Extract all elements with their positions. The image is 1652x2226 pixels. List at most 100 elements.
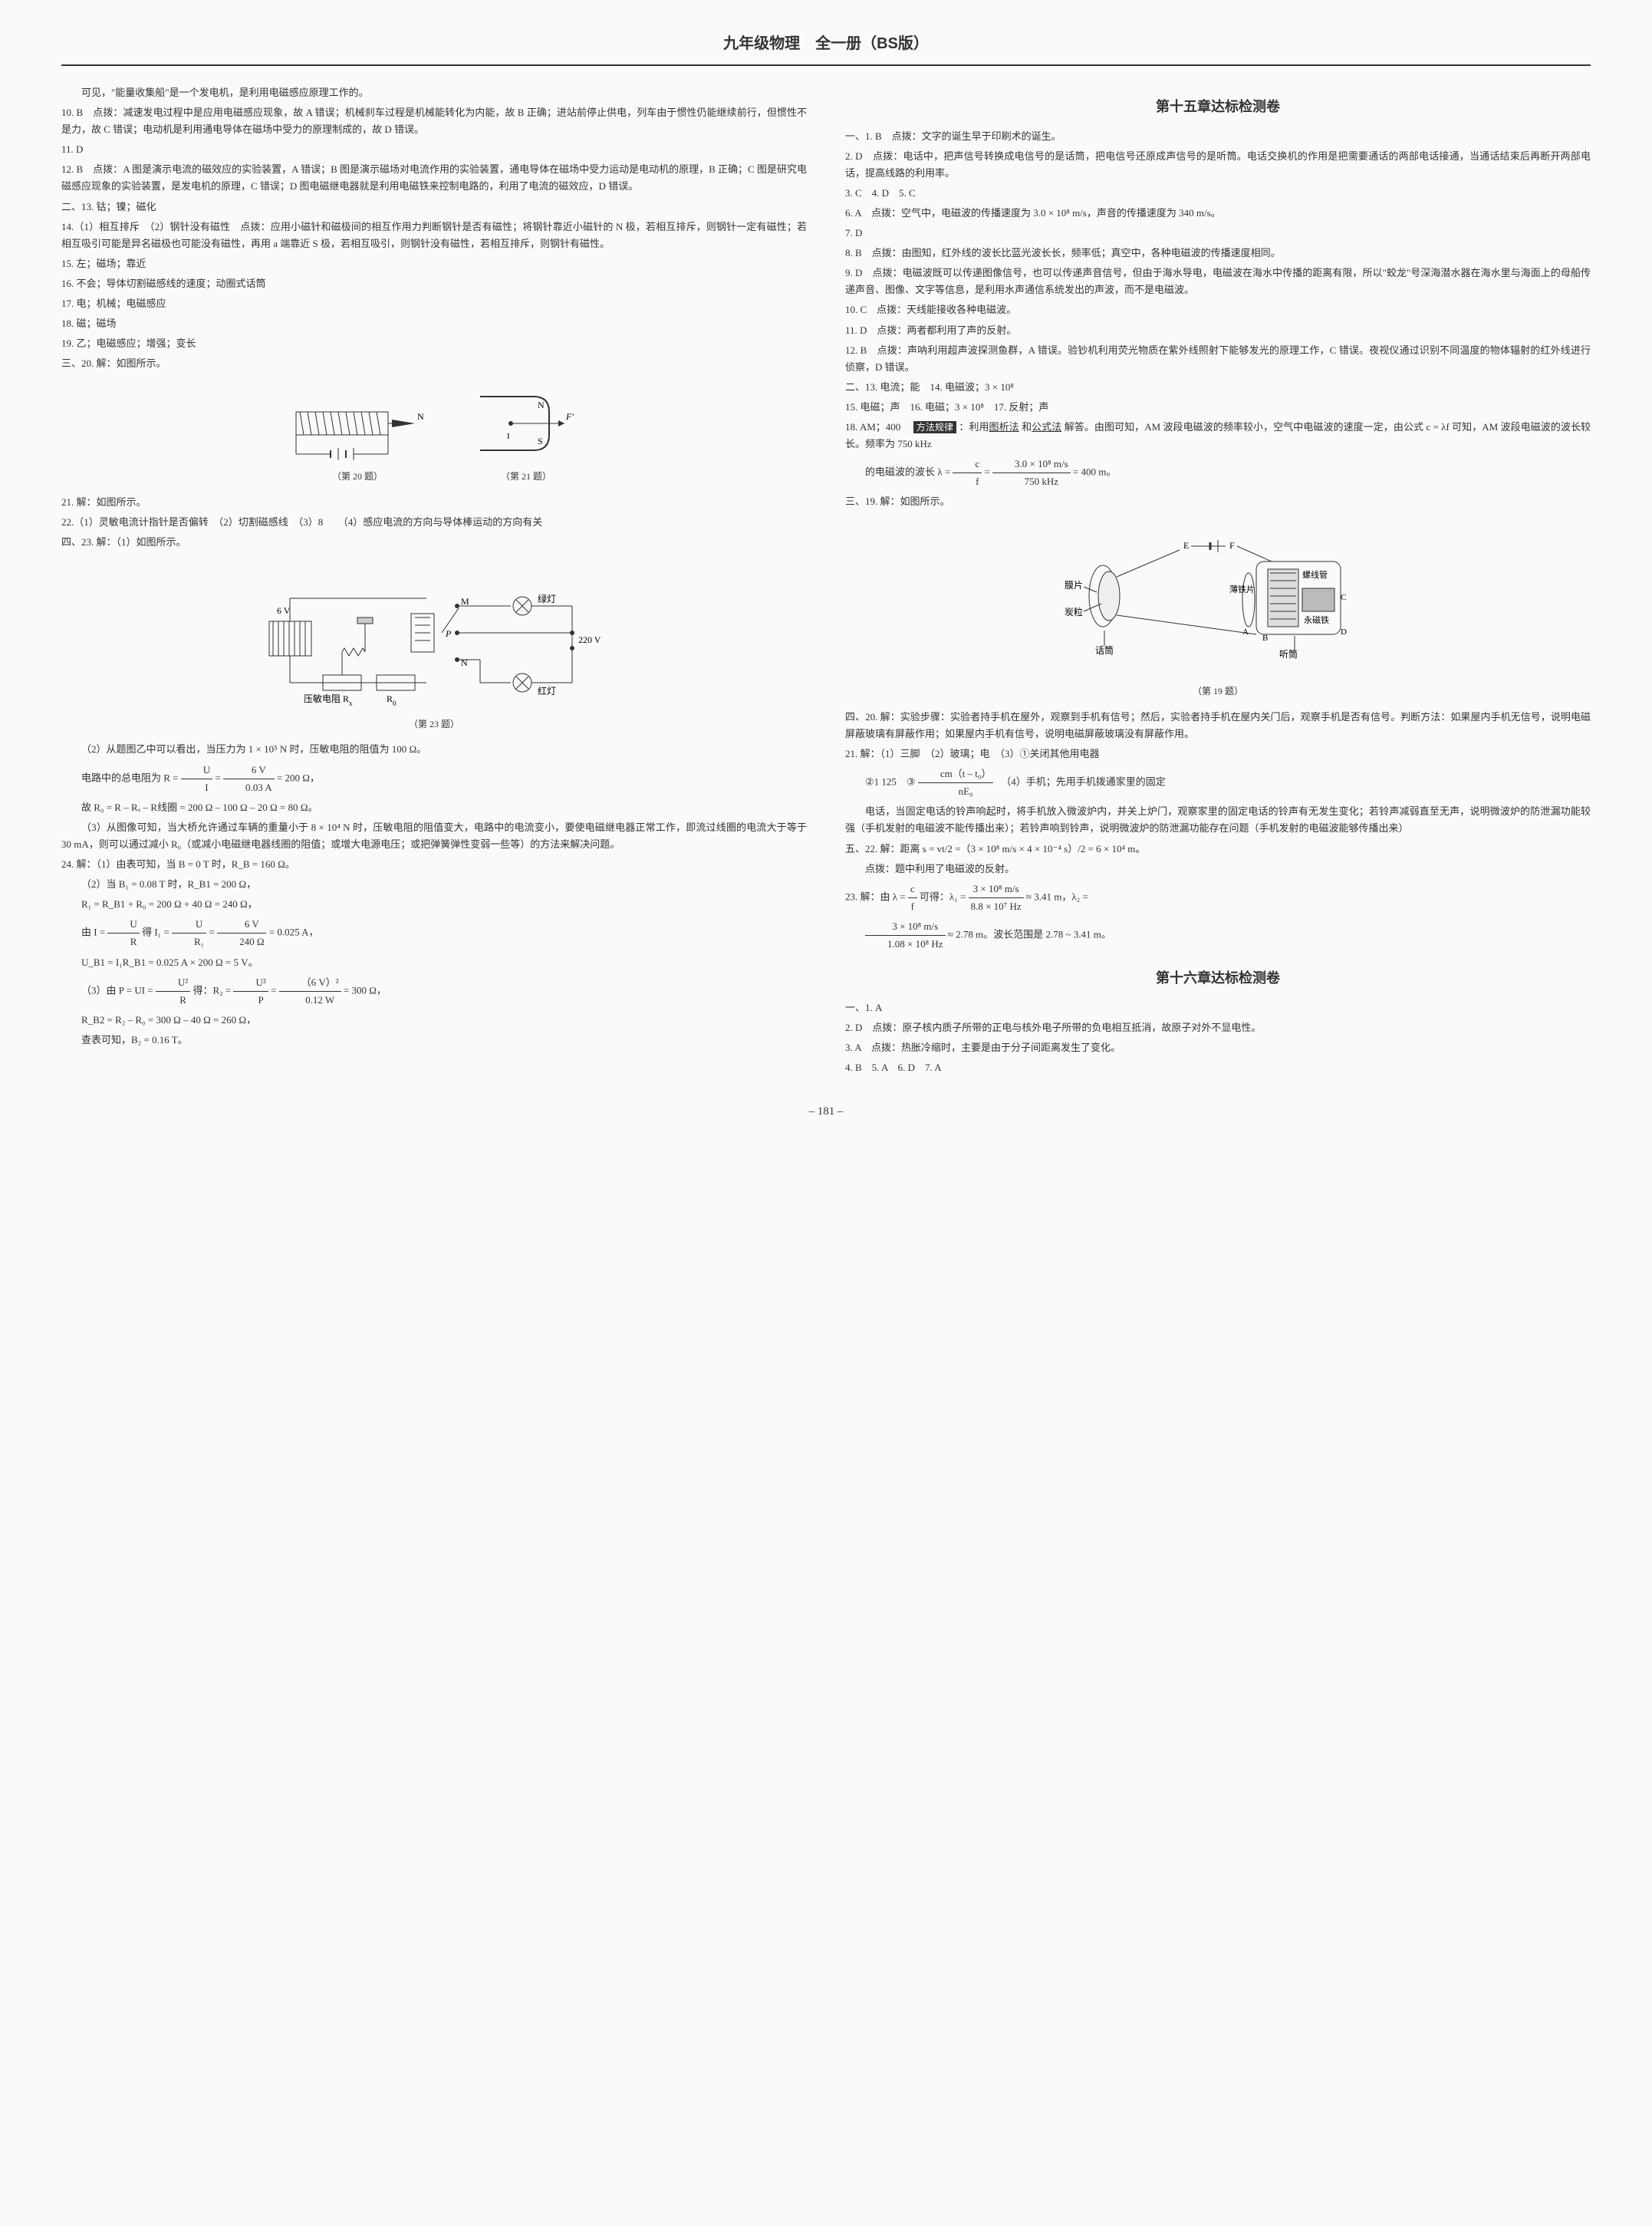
r-q15: 15. 电磁；声 16. 电磁；3 × 10⁸ 17. 反射；声 [845,399,1591,416]
r-q18: 18. AM；400 方法规律 ：利用图析法 和公式法 解答。由图可知，AM 波… [845,419,1591,453]
q15: 15. 左；磁场；靠近 [61,255,807,272]
svg-text:6 V: 6 V [277,605,291,616]
q14: 14.（1）相互排斥 （2）钢针没有磁性 点拨：应用小磁针和磁极间的相互作用力判… [61,219,807,252]
svg-text:F': F' [565,411,574,422]
q23d: 故 R₀ = R – Rₓ – R线圈 = 200 Ω – 100 Ω – 20… [61,799,807,816]
q10: 10. B 点拨：减速发电过程中是应用电磁感应现象，故 A 错误；机械刹车过程是… [61,104,807,138]
svg-text:I: I [507,432,510,441]
ch16-title: 第十六章达标检测卷 [845,966,1591,990]
q24b: （2）当 B₁ = 0.08 T 时，R_B1 = 200 Ω， [61,876,807,893]
q21: 21. 解：如图所示。 [61,494,807,511]
q20: 三、20. 解：如图所示。 [61,355,807,372]
content-columns: 可见，"能量收集船"是一个发电机，是利用电磁感应原理工作的。 10. B 点拨：… [61,81,1591,1079]
fig21-svg: N S I F' [465,381,587,466]
q13: 二、13. 钴；镍；磁化 [61,199,807,216]
svg-text:B: B [1262,634,1268,643]
q22: 22.（1）灵敏电流计指针是否偏转 （2）切割磁感线 （3）8 （4）感应电流的… [61,514,807,531]
svg-text:F: F [1229,540,1235,551]
method-tag: 方法规律 [913,421,956,433]
svg-text:炭粒: 炭粒 [1065,606,1083,617]
r-q10: 10. C 点拨：天线能接收各种电磁波。 [845,301,1591,318]
svg-text:E: E [1183,540,1189,551]
left-column: 可见，"能量收集船"是一个发电机，是利用电磁感应原理工作的。 10. B 点拨：… [61,81,807,1079]
svg-text:N: N [538,400,545,410]
q18: 18. 磁；磁场 [61,315,807,332]
r-q18e: 的电磁波的波长 λ = cf = 3.0 × 10⁸ m/s750 kHz = … [845,456,1591,490]
r-q23: 23. 解：由 λ = cf 可得：λ₁ = 3 × 10⁸ m/s8.8 × … [845,881,1591,915]
svg-text:D: D [1341,627,1347,637]
preface-text: 可见，"能量收集船"是一个发电机，是利用电磁感应原理工作的。 [61,84,807,101]
r-q21c: 电话，当固定电话的铃声响起时，将手机放入微波炉内，并关上炉门，观察家里的固定电话… [845,803,1591,837]
svg-text:膜片: 膜片 [1065,580,1083,591]
svg-text:M: M [461,596,469,607]
svg-text:永磁铁: 永磁铁 [1304,614,1329,625]
q19: 19. 乙；电磁感应；增强；变长 [61,335,807,352]
q24d: 由 I = UR 得 I₁ = UR₁ = 6 V240 Ω = 0.025 A… [61,916,807,950]
page-number: – 181 – [61,1102,1591,1122]
svg-text:听筒: 听筒 [1279,648,1298,660]
svg-text:薄铁片: 薄铁片 [1229,584,1255,594]
q23a: 四、23. 解：（1）如图所示。 [61,534,807,551]
fig21-caption: （第 21 题） [465,469,587,484]
page-header: 九年级物理 全一册（BS版） [61,31,1591,66]
svg-text:P: P [445,628,452,639]
q11: 11. D [61,141,807,158]
r-q23b: 3 × 10⁸ m/s1.08 × 10⁸ Hz ≈ 2.78 m。波长范围是 … [845,918,1591,953]
c16-q2: 2. D 点拨：原子核内质子所带的正电与核外电子所带的负电相互抵消，故原子对外不… [845,1019,1591,1036]
q23e: （3）从图像可知，当大桥允许通过车辆的重量小于 8 × 10⁴ N 时，压敏电阻… [61,819,807,853]
ch15-title: 第十五章达标检测卷 [845,95,1591,119]
r-q19: 三、19. 解：如图所示。 [845,493,1591,510]
q24f: （3）由 P = UI = U²R 得：R₂ = U²P = （6 V）²0.1… [61,974,807,1009]
q17: 17. 电；机械；电磁感应 [61,295,807,312]
r-q6: 6. A 点拨：空气中，电磁波的传播速度为 3.0 × 10⁸ m/s，声音的传… [845,205,1591,222]
r-q22a: 五、22. 解：距离 s = vt/2 =（3 × 10⁸ m/s × 4 × … [845,841,1591,858]
c16-q1: 一、1. A [845,999,1591,1016]
svg-text:N: N [417,411,424,422]
q24a: 24. 解：（1）由表可知，当 B = 0 T 时，R_B = 160 Ω。 [61,856,807,873]
fig19-svg: 膜片 炭粒 话筒 E F 螺线管 永磁铁 薄铁片 A [1057,519,1379,680]
svg-text:话筒: 话筒 [1095,644,1114,656]
c16-q4: 4. B 5. A 6. D 7. A [845,1059,1591,1076]
r-q7: 7. D [845,225,1591,242]
q23b: （2）从题图乙中可以看出，当压力为 1 × 10⁵ N 时，压敏电阻的阻值为 1… [61,741,807,758]
r-q20: 四、20. 解：实验步骤：实验者持手机在屋外，观察到手机有信号；然后，实验者持手… [845,709,1591,743]
r-q22b: 点拨：题中利用了电磁波的反射。 [845,861,1591,878]
c16-q3: 3. A 点拨：热胀冷缩时，主要是由于分子间距离发生了变化。 [845,1039,1591,1056]
svg-text:N: N [461,657,468,668]
q24h: 查表可知，B₂ = 0.16 T。 [61,1032,807,1049]
svg-text:红灯: 红灯 [538,685,556,696]
fig23-svg: 6 V 压敏电阻 Rx R0 M [250,560,618,713]
r-q21b: ②1 125 ③ cm（t – t₀）nE₀ （4）手机；先用手机拨通家里的固定 [845,766,1591,800]
svg-text:S: S [538,436,543,446]
svg-text:绿灯: 绿灯 [538,593,556,604]
right-column: 第十五章达标检测卷 一、1. B 点拨：文字的诞生早于印刷术的诞生。 2. D … [845,81,1591,1079]
q23c: 电路中的总电阻为 R = UI = 6 V0.03 A = 200 Ω， [61,762,807,796]
fig20-caption: （第 20 题） [281,469,434,484]
fig20-svg: N [281,389,434,466]
q24g: R_B2 = R₂ – R₀ = 300 Ω – 40 Ω = 260 Ω， [61,1012,807,1029]
r-q12: 12. B 点拨：声呐利用超声波探测鱼群，A 错误。验钞机利用荧光物质在紫外线照… [845,342,1591,376]
r-q13: 二、13. 电流；能 14. 电磁波；3 × 10⁸ [845,379,1591,396]
figure-20-21: N （第 20 题） N [61,381,807,484]
svg-text:C: C [1341,593,1346,602]
r-q21a: 21. 解：（1）三脚 （2）玻璃；电 （3）①关闭其他用电器 [845,746,1591,762]
r-q11: 11. D 点拨：两者都利用了声的反射。 [845,322,1591,339]
figure-23: 6 V 压敏电阻 Rx R0 M [61,560,807,732]
r-q2: 2. D 点拨：电话中，把声信号转换成电信号的是话筒，把电信号还原成声信号的是听… [845,148,1591,182]
svg-text:螺线管: 螺线管 [1302,569,1328,580]
q16: 16. 不会；导体切割磁感线的速度；动圈式话筒 [61,275,807,292]
svg-text:A: A [1242,627,1249,637]
fig19-caption: （第 19 题） [845,683,1591,699]
r-q1: 一、1. B 点拨：文字的诞生早于印刷术的诞生。 [845,128,1591,145]
fig23-caption: （第 23 题） [61,716,807,732]
q24e: U_B1 = I₁R_B1 = 0.025 A × 200 Ω = 5 V。 [61,954,807,971]
r-q8: 8. B 点拨：由图知，红外线的波长比蓝光波长长，频率低；真空中，各种电磁波的传… [845,245,1591,262]
r-q3: 3. C 4. D 5. C [845,185,1591,202]
r-q9: 9. D 点拨：电磁波既可以传递图像信号，也可以传递声音信号，但由于海水导电，电… [845,265,1591,298]
svg-text:220 V: 220 V [578,634,601,645]
svg-text:压敏电阻 Rx: 压敏电阻 Rx [304,693,353,707]
figure-19: 膜片 炭粒 话筒 E F 螺线管 永磁铁 薄铁片 A [845,519,1591,699]
q12: 12. B 点拨：A 图是演示电流的磁效应的实验装置，A 错误；B 图是演示磁场… [61,161,807,195]
q24c: R₁ = R_B1 + R₀ = 200 Ω + 40 Ω = 240 Ω， [61,896,807,913]
svg-text:R0: R0 [387,693,397,707]
